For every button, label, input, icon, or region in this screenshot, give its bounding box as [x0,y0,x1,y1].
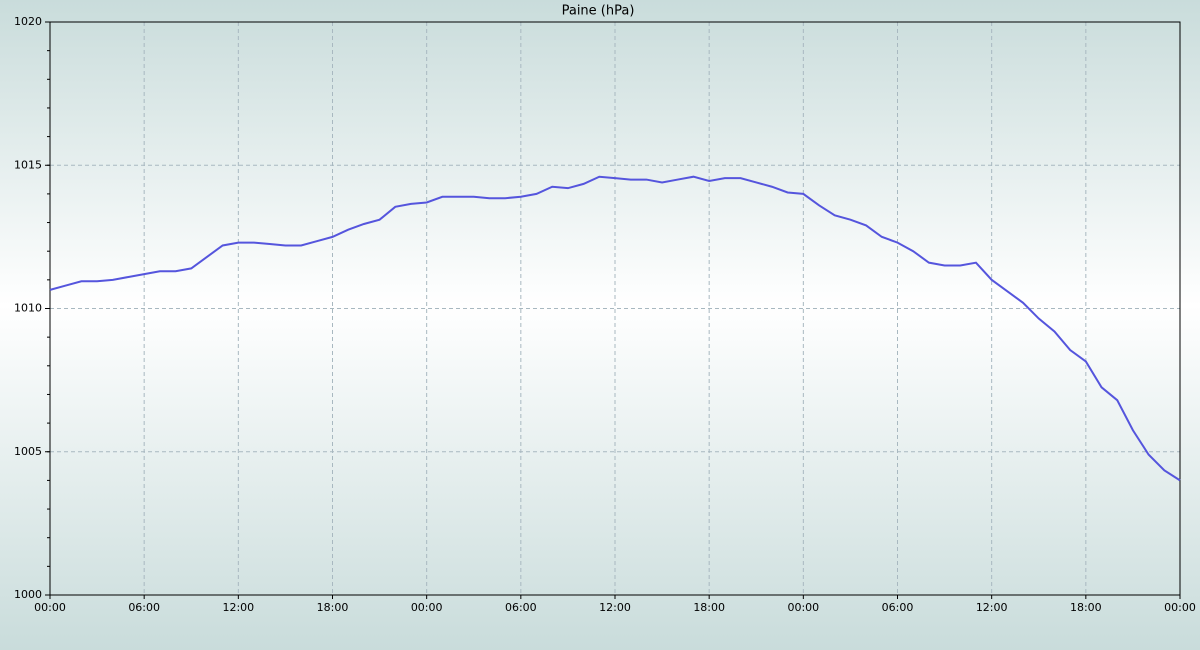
x-tick-label: 06:00 [505,601,537,614]
plot-frame [49,21,1181,596]
x-tick-label: 00:00 [34,601,66,614]
y-tick-label: 1020 [14,15,42,28]
x-tick-label: 18:00 [317,601,349,614]
y-tick-label: 1015 [14,158,42,171]
y-tick-label: 1000 [14,588,42,601]
y-tick-label: 1010 [14,302,42,315]
x-tick-label: 12:00 [599,601,631,614]
x-tick-label: 18:00 [693,601,725,614]
y-tick-label: 1005 [14,445,42,458]
chart-title: Paine (hPa) [562,4,635,19]
data-line [49,175,1181,482]
x-tick-label: 06:00 [128,601,160,614]
x-tick-label: 00:00 [787,601,819,614]
x-tick-label: 06:00 [882,601,914,614]
x-tick-label: 00:00 [1164,601,1196,614]
x-tick-label: 00:00 [411,601,443,614]
x-tick-label: 18:00 [1070,601,1102,614]
x-tick-label: 12:00 [976,601,1008,614]
x-tick-label: 12:00 [222,601,254,614]
